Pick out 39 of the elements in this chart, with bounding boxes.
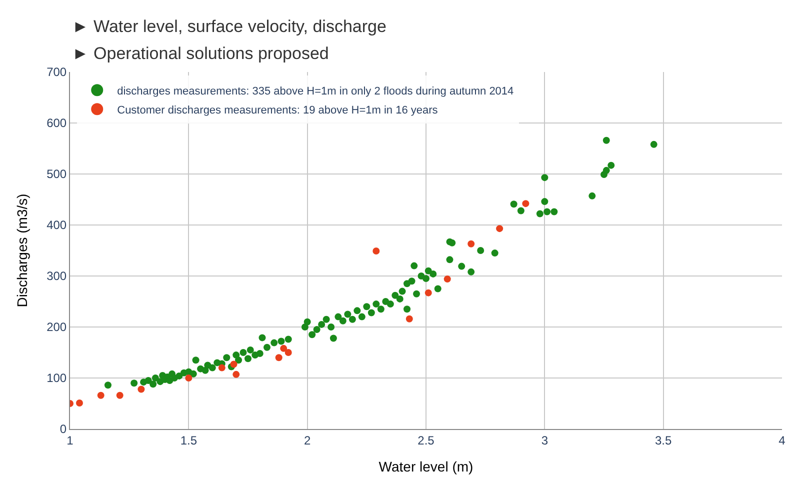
point: [522, 200, 530, 208]
y-tick-label: 100: [46, 371, 67, 386]
x-tick-label: 3: [541, 433, 548, 448]
y-axis-title: Discharges (m3/s): [14, 194, 30, 308]
point: [232, 370, 240, 378]
y-tick-label: 500: [46, 167, 67, 182]
y-tick-label: 600: [46, 116, 67, 130]
point: [218, 364, 226, 372]
point: [97, 392, 104, 399]
x-tick-label: 2: [304, 433, 311, 448]
y-tick-label: 200: [46, 320, 67, 334]
point: [284, 349, 292, 356]
point: [138, 386, 145, 393]
point: [496, 225, 504, 232]
x-tick-label: 3.5: [654, 433, 672, 448]
point: [230, 360, 238, 368]
x-tick-label: 2.5: [418, 433, 435, 448]
y-tick-label: 300: [46, 269, 67, 284]
point: [185, 374, 192, 382]
point: [468, 240, 475, 248]
point: [116, 392, 124, 399]
point: [444, 276, 451, 283]
point: [76, 399, 83, 406]
x-tick-label: 1: [66, 433, 74, 448]
y-tick-label: 0: [60, 422, 67, 436]
legend-label: Customer discharges measurements: 19 above H=1m in 16 years: [117, 104, 438, 116]
y-tick-label: 400: [46, 218, 67, 232]
point: [424, 289, 432, 296]
x-axis-title: Water level (m): [378, 458, 474, 475]
text: ► Water level, surface velocity, discharge: [72, 17, 386, 36]
x-tick-label: 4: [778, 433, 786, 448]
point: [280, 344, 288, 352]
x-tick-label: 1.5: [180, 433, 198, 448]
legend-label: discharges measurements: 335 above H=1m in only 2 floods during autumn 2014: [117, 85, 514, 98]
point: [372, 248, 380, 255]
y-tick-label: 700: [46, 65, 67, 80]
point: [406, 315, 413, 322]
text: ► Operational solutions proposed: [72, 44, 329, 63]
point: [275, 354, 282, 362]
